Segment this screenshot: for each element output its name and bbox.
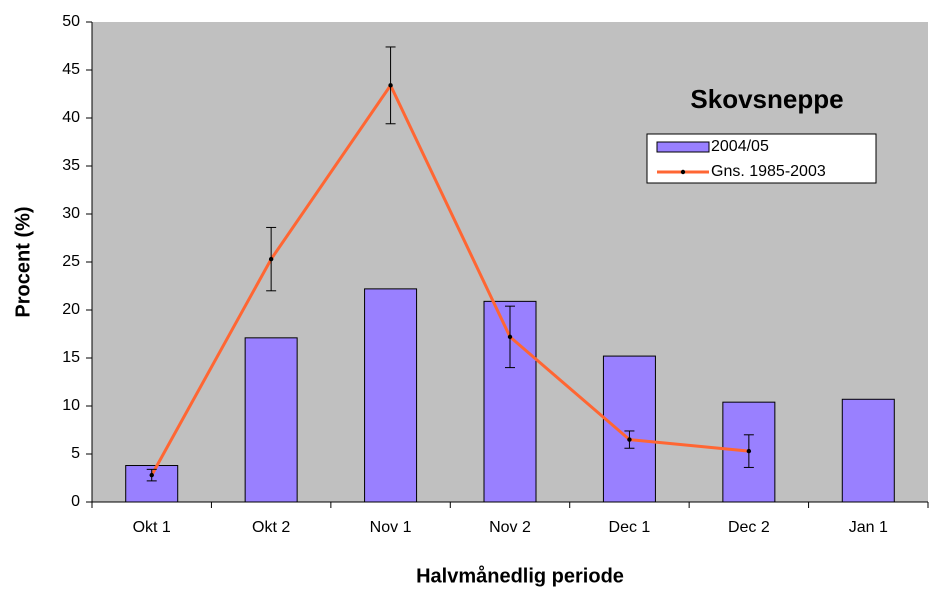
line-marker xyxy=(268,256,274,262)
x-tick-label: Jan 1 xyxy=(849,519,888,536)
line-marker xyxy=(627,437,632,442)
y-tick-label: 15 xyxy=(62,349,80,366)
y-tick-label: 5 xyxy=(71,445,80,462)
x-tick-label: Okt 1 xyxy=(133,519,171,536)
y-axis-label: Procent (%) xyxy=(12,206,34,317)
bar xyxy=(364,288,418,503)
x-tick-label: Dec 1 xyxy=(609,519,651,536)
bar xyxy=(841,398,895,503)
legend-label: 2004/05 xyxy=(711,138,769,155)
y-tick-label: 0 xyxy=(71,493,80,510)
line-marker xyxy=(388,83,393,88)
x-tick-label: Nov 2 xyxy=(489,519,531,536)
chart-title: Skovsneppe xyxy=(690,84,843,114)
y-tick-label: 25 xyxy=(62,253,80,270)
bar xyxy=(244,337,298,503)
y-tick-label: 10 xyxy=(62,397,80,414)
x-tick-label: Dec 2 xyxy=(728,519,770,536)
y-tick-label: 50 xyxy=(62,13,80,30)
bar xyxy=(602,355,656,503)
x-axis-label: Halvmånedlig periode xyxy=(416,564,624,587)
x-tick-label: Nov 1 xyxy=(370,519,412,536)
legend-swatch xyxy=(656,141,710,153)
line xyxy=(150,82,750,476)
legend-marker xyxy=(680,169,686,175)
line-marker xyxy=(507,334,513,340)
y-tick-label: 45 xyxy=(62,61,80,78)
y-tick-label: 30 xyxy=(62,205,80,222)
y-tick-label: 20 xyxy=(62,301,80,318)
line-marker xyxy=(746,448,752,454)
y-tick-label: 35 xyxy=(62,157,80,174)
legend-label: Gns. 1985-2003 xyxy=(711,163,826,180)
line-marker xyxy=(149,472,154,478)
x-tick-label: Okt 2 xyxy=(252,519,290,536)
y-tick-label: 40 xyxy=(62,109,80,126)
